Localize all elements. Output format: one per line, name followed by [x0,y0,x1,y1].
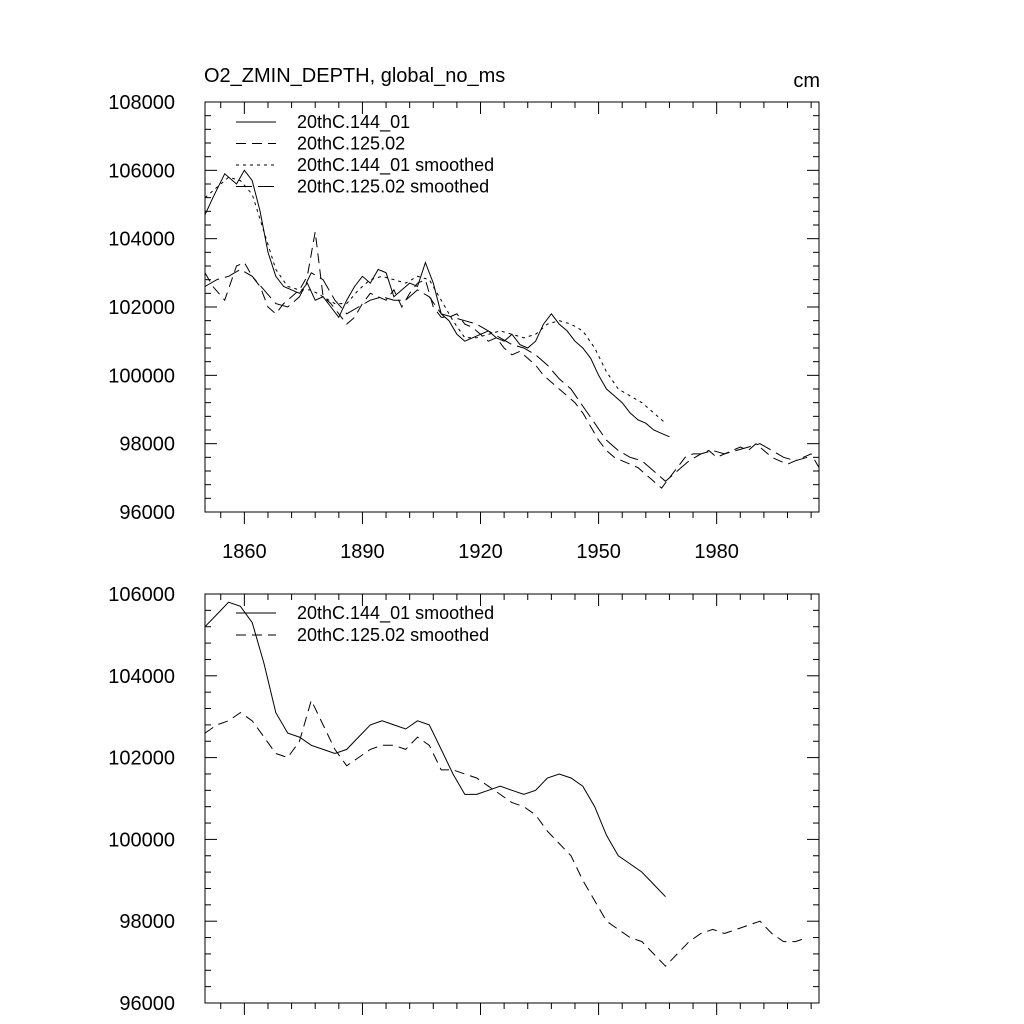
chart-title: O2_ZMIN_DEPTH, global_no_ms [204,65,505,87]
plot-frame [204,593,820,1004]
series-line-3 [204,176,666,424]
y-tick-label: 98000 [119,434,175,456]
legend-label: 20thC.144_01 smoothed [297,155,494,176]
series-line-2 [204,231,820,489]
y-tick-label: 108000 [108,92,175,114]
series-line-2 [204,698,808,967]
y-tick-label: 100000 [108,365,175,387]
legend-label: 20thC.144_01 smoothed [297,603,494,624]
y-tick-label: 106000 [108,584,175,606]
units-label: cm [793,70,820,92]
legend-label: 20thC.125.02 smoothed [297,625,489,645]
top-panel: 96000 98000 100000 102000 104000 106000 108000… [108,92,820,563]
series-line-4 [204,268,808,482]
x-tick-label: 1890 [340,541,385,563]
y-tick-label: 106000 [108,160,175,182]
x-tick-label: 1980 [694,541,739,563]
y-tick-label: 102000 [108,748,175,770]
legend-label: 20thC.144_01 [297,112,410,133]
bottom-panel: 96000 98000 100000 102000 104000 106000 20thC.… [108,584,820,1015]
series-line-1 [204,601,666,898]
x-tick-label: 1950 [576,541,621,563]
y-tick-label: 104000 [108,666,175,688]
legend-label: 20thC.125.02 smoothed [297,177,489,197]
y-tick-label: 98000 [119,911,175,933]
x-tick-label: 1920 [458,541,503,563]
y-tick-label: 100000 [108,829,175,851]
y-tick-label: 104000 [108,229,175,251]
series-line-1 [204,169,670,438]
y-tick-label: 96000 [119,993,175,1015]
x-tick-label: 1860 [222,541,267,563]
y-tick-label: 102000 [108,297,175,319]
y-tick-label: 96000 [119,502,175,524]
legend-label: 20thC.125.02 [297,134,405,154]
